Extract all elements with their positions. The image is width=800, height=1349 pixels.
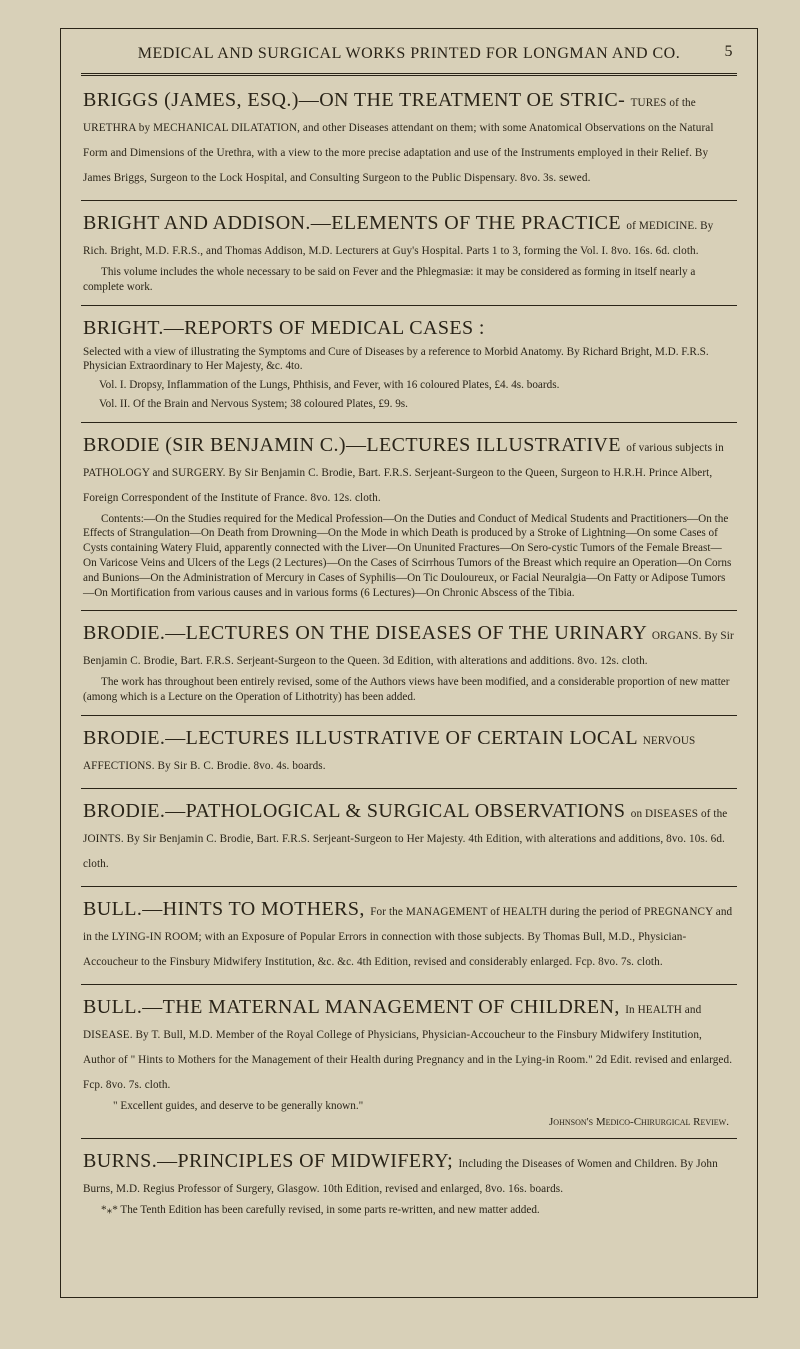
entry-paragraph: This volume includes the whole necessary… <box>83 265 735 295</box>
entry-title: BRODIE.—LECTURES ILLUSTRATIVE OF CERTAIN… <box>83 726 735 776</box>
entry-title: BRIGGS (JAMES, ESQ.)—ON THE TREATMENT OE… <box>83 88 735 188</box>
page-header: MEDICAL AND SURGICAL WORKS PRINTED FOR L… <box>81 41 737 76</box>
entry-quote: " Excellent guides, and deserve to be ge… <box>113 1099 735 1114</box>
entry-title: BULL.—HINTS TO MOTHERS, For the MANAGEME… <box>83 897 735 972</box>
catalogue-entry: BULL.—THE MATERNAL MANAGEMENT OF CHILDRE… <box>81 985 737 1139</box>
entry-title: BRODIE (SIR BENJAMIN C.)—LECTURES ILLUST… <box>83 433 735 508</box>
catalogue-entry: BRODIE.—LECTURES ON THE DISEASES OF THE … <box>81 611 737 716</box>
entry-title: BRODIE.—LECTURES ON THE DISEASES OF THE … <box>83 621 735 671</box>
catalogue-entry: BRODIE.—PATHOLOGICAL & SURGICAL OBSERVAT… <box>81 789 737 887</box>
catalogue-entry: BRIGHT AND ADDISON.—ELEMENTS OF THE PRAC… <box>81 201 737 306</box>
entry-paragraph: Contents:—On the Studies required for th… <box>83 512 735 601</box>
entry-title: BURNS.—PRINCIPLES OF MIDWIFERY; Includin… <box>83 1149 735 1199</box>
catalogue-entry: BULL.—HINTS TO MOTHERS, For the MANAGEME… <box>81 887 737 985</box>
entry-title-big: BRIGGS (JAMES, ESQ.)—ON THE TREATMENT OE… <box>83 89 625 111</box>
entry-title-big: BRODIE.—PATHOLOGICAL & SURGICAL OBSERVAT… <box>83 800 625 822</box>
entry-title: BULL.—THE MATERNAL MANAGEMENT OF CHILDRE… <box>83 995 735 1095</box>
entry-paragraph: *⁎* The Tenth Edition has been carefully… <box>83 1203 735 1218</box>
catalogue-entry: BRIGGS (JAMES, ESQ.)—ON THE TREATMENT OE… <box>81 78 737 201</box>
page-frame: MEDICAL AND SURGICAL WORKS PRINTED FOR L… <box>60 28 758 1298</box>
entry-attribution: Johnson's Medico-Chirurgical Review. <box>83 1116 735 1128</box>
entry-title-big: BRODIE (SIR BENJAMIN C.)—LECTURES ILLUST… <box>83 434 621 456</box>
running-title: MEDICAL AND SURGICAL WORKS PRINTED FOR L… <box>138 45 680 62</box>
catalogue-entry: BRIGHT.—REPORTS OF MEDICAL CASES : Selec… <box>81 306 737 423</box>
catalogue-entry: BRODIE (SIR BENJAMIN C.)—LECTURES ILLUST… <box>81 423 737 612</box>
catalogue-entry: BRODIE.—LECTURES ILLUSTRATIVE OF CERTAIN… <box>81 716 737 789</box>
entry-title-big: BRODIE.—LECTURES ON THE DISEASES OF THE … <box>83 622 646 644</box>
catalogue-entry: BURNS.—PRINCIPLES OF MIDWIFERY; Includin… <box>81 1139 737 1228</box>
entry-title-big: BRIGHT.—REPORTS OF MEDICAL CASES : <box>83 317 485 339</box>
entry-title-big: BRODIE.—LECTURES ILLUSTRATIVE OF CERTAIN… <box>83 727 637 749</box>
entry-title-big: BURNS.—PRINCIPLES OF MIDWIFERY; <box>83 1150 453 1172</box>
entry-title: BRIGHT.—REPORTS OF MEDICAL CASES : <box>83 316 735 341</box>
entry-title-big: BULL.—THE MATERNAL MANAGEMENT OF CHILDRE… <box>83 996 620 1018</box>
entry-title: BRODIE.—PATHOLOGICAL & SURGICAL OBSERVAT… <box>83 799 735 874</box>
entry-paragraph: The work has throughout been entirely re… <box>83 675 735 705</box>
entry-subline: Vol. II. Of the Brain and Nervous System… <box>105 397 735 412</box>
page-number: 5 <box>725 43 734 61</box>
entry-title-big: BULL.—HINTS TO MOTHERS, <box>83 898 365 920</box>
entry-paragraph: Selected with a view of illustrating the… <box>83 345 735 375</box>
entry-subline: Vol. I. Dropsy, Inflammation of the Lung… <box>105 378 735 393</box>
entry-title-big: BRIGHT AND ADDISON.—ELEMENTS OF THE PRAC… <box>83 212 621 234</box>
document-page: MEDICAL AND SURGICAL WORKS PRINTED FOR L… <box>0 0 800 1349</box>
entry-title: BRIGHT AND ADDISON.—ELEMENTS OF THE PRAC… <box>83 211 735 261</box>
